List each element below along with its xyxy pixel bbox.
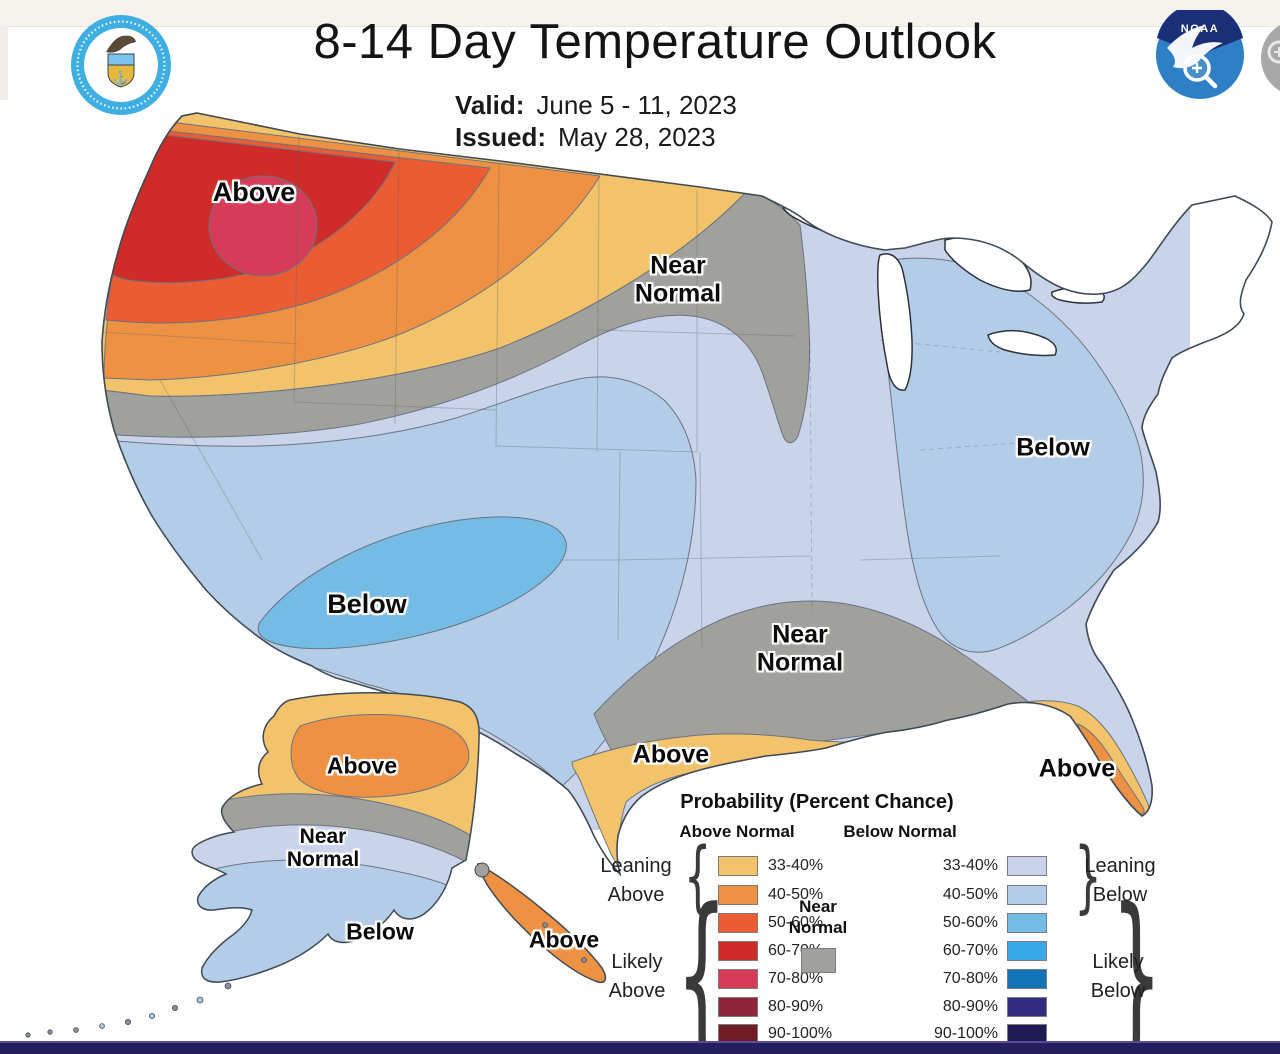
legend-range-below-50-60: 50-60%	[942, 914, 998, 931]
legend-swatch-above-50-60	[718, 913, 758, 933]
label-alaska-below: Below	[346, 918, 414, 945]
label-south-near-normal: Near Normal	[756, 620, 844, 676]
legend-leaning-below: Leaning Below	[1084, 855, 1156, 906]
left-edge-strip	[0, 26, 8, 100]
edge-magnifier-icon	[1267, 40, 1280, 64]
label-nw-above: Above	[212, 177, 296, 208]
issued-label: Issued:	[455, 122, 547, 152]
legend-range-above-70-80: 70-80%	[768, 970, 824, 987]
seagull-icon	[1167, 25, 1223, 69]
issued-value: May 28, 2023	[558, 122, 716, 152]
label-alaska-se-above: Above	[528, 926, 600, 953]
legend-range-below-90-100: 90-100%	[933, 1025, 998, 1042]
ak-panhandle-above-40	[477, 862, 607, 984]
legend-title: Probability (Percent Chance)	[680, 791, 954, 813]
map-region-east-below-40	[879, 257, 1144, 653]
legend-likely-above: Likely Above	[608, 951, 666, 1002]
legend-swatch-above-33-40	[718, 856, 758, 876]
seal-shield-top	[107, 53, 135, 66]
commerce-seal: ⚓	[71, 15, 171, 115]
legend-range-above-40-50: 40-50%	[768, 886, 824, 903]
label-gulf-above: Above	[632, 740, 710, 769]
legend-swatch-below-33-40	[1007, 856, 1047, 876]
top-strip	[0, 0, 1280, 27]
noaa-logo-dark-top	[1161, 10, 1239, 55]
state-borders	[102, 135, 1061, 649]
legend-swatch-above-80-90	[718, 997, 758, 1017]
legend-swatch-above-70-80	[718, 969, 758, 989]
legend-leaning-above: Leaning Above	[600, 855, 672, 906]
seal-shield-bottom	[107, 64, 135, 88]
legend-range-above-80-90: 80-90%	[768, 998, 824, 1015]
legend-near-normal-label: Near Normal	[788, 897, 848, 938]
page-title: 8-14 Day Temperature Outlook	[313, 15, 997, 69]
legend-swatch-below-40-50	[1007, 885, 1047, 905]
legend-swatch-below-50-60	[1007, 913, 1047, 933]
legend-swatch-above-60-70	[718, 941, 758, 961]
noaa-logo-text: NOAA	[1181, 23, 1219, 35]
legend-below-header: Below Normal	[843, 822, 957, 841]
map-region-southwest-below-50	[257, 516, 567, 650]
label-alaska-above: Above	[326, 752, 398, 779]
legend-range-above-50-60: 50-60%	[768, 914, 824, 931]
issued-line: Issued: May 28, 2023	[455, 122, 716, 153]
legend-range-below-70-80: 70-80%	[942, 970, 998, 987]
legend-swatch-below-60-70	[1007, 941, 1047, 961]
valid-label: Valid:	[455, 90, 525, 120]
legend-range-above-90-100: 90-100%	[768, 1025, 833, 1042]
footer-bar	[0, 1041, 1280, 1054]
legend-swatch-below-70-80	[1007, 969, 1047, 989]
label-alaska-near-normal: Near Normal	[286, 824, 360, 871]
legend-likely-below: Likely Below	[1090, 951, 1146, 1002]
legend-range-below-80-90: 80-90%	[942, 998, 998, 1015]
lake-michigan	[877, 253, 913, 391]
magnifier-icon	[1183, 54, 1218, 89]
label-north-near-normal: Near Normal	[634, 251, 722, 307]
legend-swatch-above-40-50	[718, 885, 758, 905]
legend-range-below-60-70: 60-70%	[942, 942, 998, 959]
noaa-logo[interactable]: NOAA	[1155, 10, 1245, 100]
alaska-outline	[191, 692, 480, 983]
valid-line: Valid: June 5 - 11, 2023	[455, 90, 737, 121]
seal-eagle	[106, 35, 136, 53]
conus-outline	[101, 112, 1273, 877]
ak-panhandle-connector	[474, 862, 490, 878]
label-east-below: Below	[1016, 433, 1090, 462]
legend-range-below-40-50: 40-50%	[942, 886, 998, 903]
legend-swatch-near-normal	[801, 948, 836, 973]
label-southwest-below: Below	[327, 589, 407, 620]
label-florida-above: Above	[1038, 754, 1116, 783]
legend-above-header: Above Normal	[679, 822, 795, 841]
aleutian-islands	[25, 922, 587, 1038]
ak-region-above-40	[290, 713, 470, 798]
edge-zoom-button[interactable]	[1261, 20, 1280, 96]
valid-value: June 5 - 11, 2023	[536, 90, 737, 120]
svg-text:⚓: ⚓	[113, 70, 129, 85]
lake-erie	[987, 329, 1057, 357]
legend-range-below-33-40: 33-40%	[942, 857, 998, 874]
legend-swatch-below-80-90	[1007, 997, 1047, 1017]
map-region-nw-above-70	[208, 175, 318, 277]
legend-range-above-33-40: 33-40%	[768, 857, 824, 874]
